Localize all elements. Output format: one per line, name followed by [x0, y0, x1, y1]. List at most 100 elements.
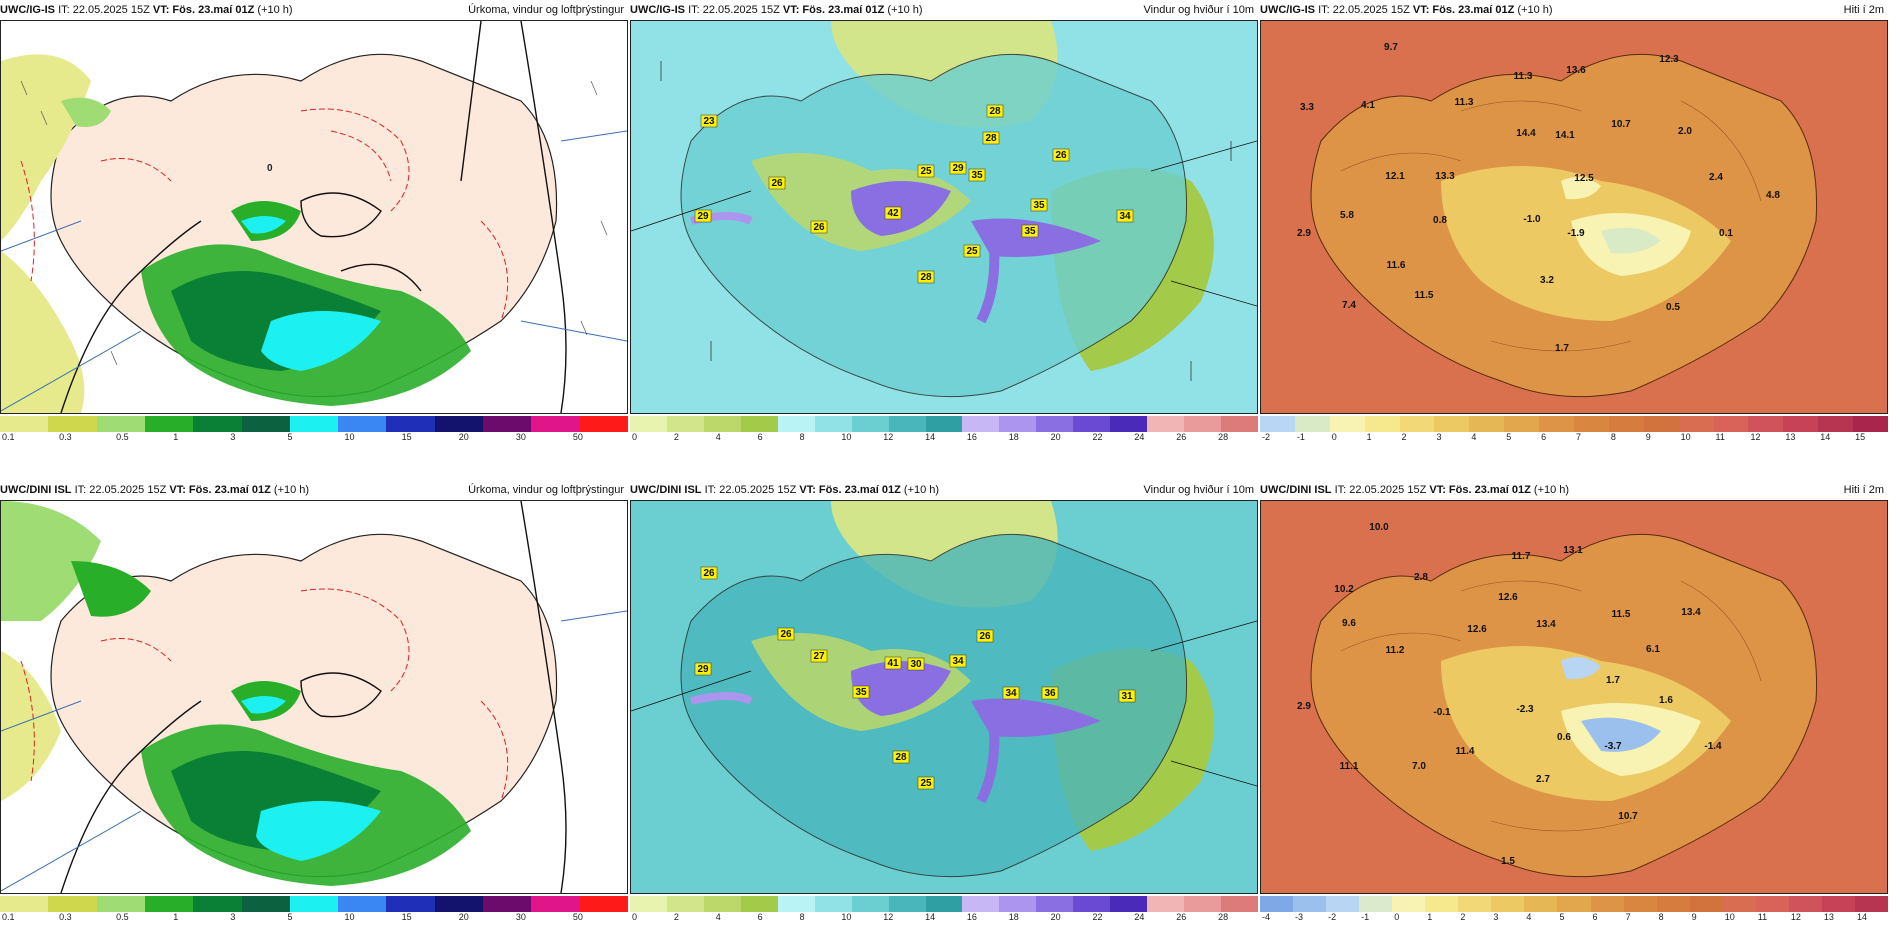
colorbar-tick-label: 3 — [1436, 432, 1442, 442]
colorbar-swatch — [1221, 896, 1259, 912]
temperature-value-label: 11.4 — [1456, 746, 1475, 757]
wind-colorbar-ticks: 0 2 4 6 8 10 12 14 16 18 20 22 24 26 28 — [630, 912, 1258, 926]
temperature-value-label: 0.6 — [1557, 732, 1571, 743]
gust-value-label: 36 — [1044, 688, 1056, 699]
init-time: IT: 22.05.2025 15Z — [688, 4, 780, 16]
gust-value-label: 26 — [1055, 150, 1067, 161]
temperature-value-label: -1.9 — [1567, 228, 1585, 239]
colorbar-swatch — [1359, 896, 1393, 912]
colorbar-tick-label: -2 — [1262, 432, 1271, 442]
gust-value-label: 29 — [697, 664, 709, 675]
panel-header: UWC/IG-IS IT: 22.05.2025 15Z VT: Fös. 23… — [1260, 0, 1888, 20]
temperature-value-label: 11.7 — [1512, 551, 1531, 562]
colorbar-tick-label: 20 — [458, 432, 469, 442]
temperature-value-label: 2.4 — [1709, 172, 1723, 183]
colorbar-tick-label: 9 — [1691, 912, 1697, 922]
gust-label-box — [768, 176, 786, 190]
colorbar-swatch — [48, 416, 98, 432]
panel-title: Úrkoma, vindur og loftþrýstingur — [468, 484, 624, 496]
colorbar-tick-label: 14 — [925, 912, 936, 922]
precip-map — [0, 500, 628, 894]
temperature-value-label: 4.8 — [1766, 190, 1780, 201]
colorbar-swatch — [925, 416, 963, 432]
colorbar-tick-label: -2 — [1328, 912, 1337, 922]
gust-label-box — [1116, 209, 1134, 223]
colorbar-swatch — [1590, 896, 1625, 912]
temperature-value-label: 3.2 — [1540, 275, 1554, 286]
colorbar-swatch — [289, 896, 339, 912]
gust-label-box — [1118, 689, 1136, 703]
colorbar-swatch — [1524, 896, 1558, 912]
colorbar-tick-label: 20 — [1050, 432, 1061, 442]
colorbar-tick-label: 26 — [1176, 912, 1187, 922]
colorbar-swatch — [999, 896, 1037, 912]
colorbar-tick-label: 10 — [841, 912, 852, 922]
temperature-value-label: 7.4 — [1342, 300, 1356, 311]
gust-label-box — [968, 168, 986, 182]
colorbar-tick-label: 8 — [799, 912, 805, 922]
precip-map: 0 — [0, 20, 628, 414]
precip-colorbar-ticks: 0.1 0.3 0.5 1 3 5 10 15 20 30 50 — [0, 432, 628, 446]
gust-label-box — [700, 566, 718, 580]
gust-value-label: 25 — [966, 246, 978, 257]
colorbar-swatch — [1073, 896, 1111, 912]
init-time: IT: 22.05.2025 15Z — [58, 4, 150, 16]
gust-value-label: 28 — [920, 272, 932, 283]
colorbar-swatch — [1110, 896, 1148, 912]
gust-label-box — [982, 131, 1000, 145]
temperature-value-label: 12.5 — [1574, 173, 1594, 184]
temperature-value-label: 13.4 — [1536, 619, 1556, 630]
colorbar-swatch — [1755, 896, 1790, 912]
colorbar-swatch — [1329, 416, 1366, 432]
gust-label-box — [810, 649, 828, 663]
colorbar-swatch — [1221, 416, 1259, 432]
gust-label-box — [907, 657, 925, 671]
colorbar-swatch — [740, 416, 779, 432]
model-name: UWC/DINI ISL — [1260, 484, 1332, 496]
precip-colorbar — [0, 896, 629, 912]
colorbar-tick-label: 0.1 — [2, 912, 15, 922]
lead-time: (+10 h) — [257, 4, 293, 16]
temperature-value-label: 2.7 — [1536, 774, 1550, 785]
temperature-value-label: 13.6 — [1566, 65, 1586, 76]
colorbar-swatch — [1458, 896, 1492, 912]
colorbar-swatch — [531, 416, 581, 432]
colorbar-swatch — [1260, 416, 1296, 432]
colorbar-swatch — [1643, 416, 1680, 432]
colorbar-swatch — [666, 416, 705, 432]
gust-label-box — [986, 104, 1004, 118]
colorbar-swatch — [1504, 416, 1540, 432]
colorbar-swatch — [1147, 896, 1185, 912]
temperature-value-label: 1.7 — [1606, 675, 1620, 686]
colorbar-swatch — [1434, 416, 1470, 432]
colorbar-tick-label: 2 — [1401, 432, 1407, 442]
temperature-value-label: 1.7 — [1555, 343, 1569, 354]
gust-value-label: 34 — [1119, 211, 1131, 222]
colorbar-swatch — [386, 896, 436, 912]
temperature-value-label: 13.1 — [1563, 545, 1583, 556]
colorbar-tick-label: 15 — [1855, 432, 1866, 442]
colorbar-swatch — [289, 416, 339, 432]
colorbar-tick-label: 18 — [1008, 912, 1019, 922]
temperature-map: 9.7 3.3 4.1 11.3 11.3 13.6 12.3 10.7 2.0 14.4 14.1… — [1260, 20, 1888, 414]
svg-text:0: 0 — [267, 163, 273, 174]
temperature-value-label: 14.1 — [1555, 130, 1575, 141]
colorbar-swatch — [531, 896, 581, 912]
temperature-value-label: 11.1 — [1340, 761, 1359, 772]
colorbar-swatch — [1853, 416, 1889, 432]
wind-colorbar — [630, 416, 1259, 432]
gust-value-label: 29 — [952, 163, 964, 174]
temperature-value-label: 11.6 — [1387, 260, 1406, 271]
colorbar-tick-label: 6 — [1592, 912, 1598, 922]
colorbar-swatch — [96, 416, 146, 432]
gust-label-box — [949, 654, 967, 668]
colorbar-swatch — [1722, 896, 1757, 912]
valid-time: VT: Fös. 23.maí 01Z — [1429, 484, 1531, 496]
gust-value-label: 28 — [989, 106, 1001, 117]
temperature-value-label: 9.7 — [1384, 42, 1398, 53]
colorbar-swatch — [1818, 416, 1854, 432]
colorbar-tick-label: 2 — [1460, 912, 1466, 922]
panel-title: Hiti í 2m — [1843, 484, 1884, 496]
gust-value-label: 35 — [855, 687, 867, 698]
colorbar-tick-label: 11 — [1715, 432, 1725, 442]
